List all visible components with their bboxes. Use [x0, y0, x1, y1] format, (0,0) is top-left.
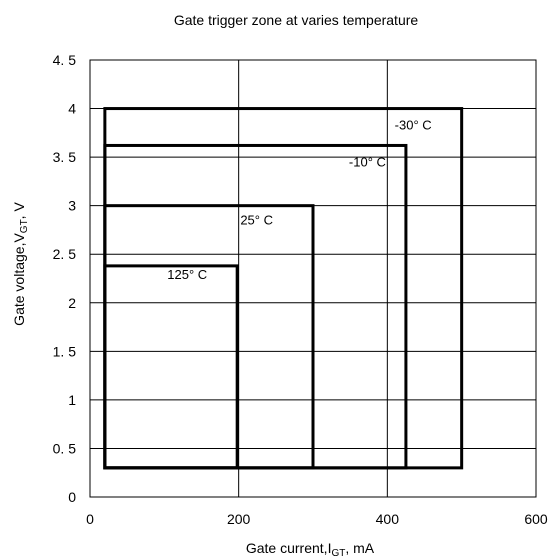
x-tick-label-0: 0 — [86, 511, 94, 527]
y-tick-label-4: 2 — [68, 295, 76, 311]
zone-label-1: -10° C — [349, 154, 386, 169]
zone-label-0: -30° C — [395, 118, 432, 133]
y-tick-label-1: 0. 5 — [53, 440, 77, 456]
y-tick-label-7: 3. 5 — [53, 149, 77, 165]
y-tick-labels: 0 0. 5 1 1. 5 2 2. 5 3 3. 5 4 4. 5 — [53, 52, 77, 505]
y-tick-label-8: 4 — [68, 101, 76, 117]
y-axis-label: Gate voltage,VGT, V — [11, 202, 30, 326]
y-tick-label-9: 4. 5 — [53, 52, 77, 68]
x-axis-label: Gate current,IGT, mA — [246, 540, 375, 557]
chart-title: Gate trigger zone at varies temperature — [174, 12, 419, 28]
x-tick-label-3: 600 — [524, 511, 548, 527]
trigger-zone-3 — [103, 264, 239, 470]
y-tick-label-2: 1 — [68, 392, 76, 408]
y-tick-label-5: 2. 5 — [53, 246, 77, 262]
zone-labels: -30° C -10° C 25° C 125° C — [167, 118, 431, 282]
x-tick-label-1: 200 — [227, 511, 251, 527]
trigger-zones — [103, 107, 464, 470]
x-tick-label-2: 400 — [376, 511, 400, 527]
x-tick-labels: 0 200 400 600 — [86, 511, 548, 527]
plot-frame — [89, 59, 537, 498]
zone-label-2: 25° C — [240, 213, 273, 228]
trigger-zone-2 — [103, 204, 315, 470]
y-tick-label-0: 0 — [68, 489, 76, 505]
zone-label-3: 125° C — [167, 267, 207, 282]
y-tick-label-3: 1. 5 — [53, 343, 77, 359]
trigger-zone-0 — [103, 107, 464, 470]
y-tick-label-6: 3 — [68, 198, 76, 214]
trigger-zone-1 — [103, 143, 408, 470]
